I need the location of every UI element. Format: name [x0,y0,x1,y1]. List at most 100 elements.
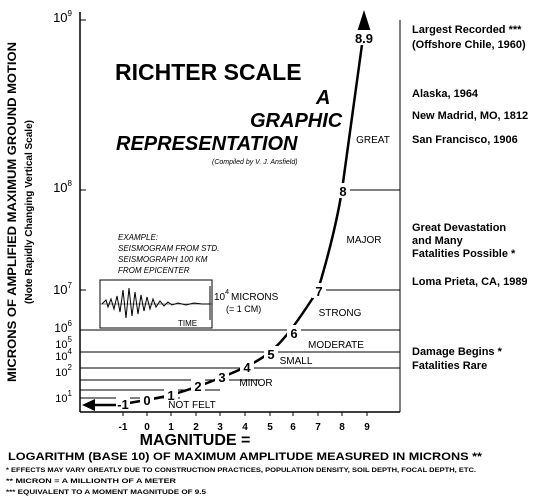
inset-text: EXAMPLE: [118,233,158,242]
y-tick-base: 10 [53,10,67,25]
curve-arrow-head [357,10,371,32]
y-tick-base: 10 [55,393,67,405]
event-label: New Madrid, MO, 1812 [412,110,528,122]
x-axis-title: MAGNITUDE = [140,432,251,449]
amp-base: 10 [214,292,226,303]
low-arrow-head [82,399,95,411]
y-tick-base: 10 [55,339,67,351]
curve-label-bg [116,396,130,411]
event-label: Alaska, 1964 [412,88,479,100]
y-tick-exp: 1 [68,389,73,398]
y-tick-exp: 7 [68,281,73,290]
footnote: ** MICRON = A MILLIONTH OF A METER [6,478,176,485]
event-label: Damage Begins * [412,346,503,358]
subtitle-graphic: GRAPHIC [250,110,343,132]
curve-label-bg [140,392,154,407]
amp-unit: MICRONS [231,292,279,303]
curve-label-bg [353,30,375,45]
y-tick-exp: 9 [68,9,73,18]
event-label: (Offshore Chile, 1960) [412,39,526,51]
curve-label: 5 [267,347,274,362]
seismogram-trace [101,287,210,319]
y-tick-label: 101 [55,389,72,405]
curve-label: 1 [167,388,174,403]
y-tick-label: 102 [55,363,72,379]
footnote: * EFFECTS MAY VARY GREATLY DUE TO CONSTR… [6,467,476,474]
y-tick-label: 107 [53,281,72,297]
band-label: MINOR [239,378,272,389]
x-tick-marks [122,412,368,416]
band-label: SMALL [280,356,313,367]
event-label: San Francisco, 1906 [412,134,518,146]
event-label: Largest Recorded *** [412,24,522,36]
curve-label: 7 [315,284,322,299]
y-tick-exp: 6 [68,319,73,328]
x-tick-label: 9 [364,422,370,433]
band-label: MAJOR [347,235,382,246]
event-label: and Many [412,235,464,247]
x-tick-label: 8 [339,422,345,433]
curve-label: 4 [243,360,251,375]
x-tick-label: 1 [168,422,174,433]
band-label: MODERATE [308,340,364,351]
x-tick-label: 4 [242,422,248,433]
x-tick-label: 5 [267,422,273,433]
curve-label-bg [336,183,350,198]
curve-label-bg [191,378,205,393]
curve-label: 8.9 [355,31,373,46]
x-tick-label: 3 [217,422,223,433]
credit: (Compiled by V. J. Ansfield) [212,159,298,166]
subtitle-a: A [315,87,330,109]
y-axis-note: (Note Rapidly Changing Vertical Scale) [24,120,35,304]
curve-label-bg [164,387,178,402]
y-tick-label: 108 [53,179,72,195]
y-tick-label: 106 [54,319,72,335]
curve-label: 3 [218,370,225,385]
band-label: GREAT [356,135,390,146]
y-tick-exp: 8 [68,179,73,188]
x-tick-label: 2 [193,422,199,433]
event-label: Fatalities Rare [412,360,487,372]
inset-time: TIME [178,319,197,328]
x-tick-label: 7 [315,422,321,433]
curve-label: -1 [117,397,129,412]
curve-label-bg [215,369,229,384]
curve-label: 6 [290,326,297,341]
y-tick-label: 109 [53,9,72,25]
y-tick-base: 10 [55,351,67,363]
curve-label-bg [240,359,254,374]
y-tick-base: 10 [54,321,68,335]
amp-exp: 4 [225,289,229,296]
curve-label-bg [264,346,278,361]
inset-amplitude: 104 MICRONS [214,289,279,303]
y-tick-base: 10 [55,367,67,379]
subtitle-representation: REPRESENTATION [116,133,298,155]
y-tick-label: 104 [55,347,72,363]
y-tick-exp: 2 [68,363,73,372]
event-label: Fatalities Possible * [412,248,516,260]
y-tick-exp: 4 [68,347,73,356]
x-tick-label: 6 [290,422,296,433]
event-label: Loma Prieta, CA, 1989 [412,276,528,288]
curve-label: 2 [194,379,201,394]
inset-text: SEISMOGRAPH 100 KM [118,255,208,264]
inset-equiv: (= 1 CM) [226,304,261,314]
y-tick-label: 105 [55,335,72,351]
x-tick-label: -1 [119,422,128,433]
band-label: STRONG [319,308,362,319]
inset-text: SEISMOGRAM FROM STD. [118,244,219,253]
curve-label: 8 [339,184,346,199]
x-axis-subtitle: LOGARITHM (BASE 10) OF MAXIMUM AMPLITUDE… [8,451,483,463]
event-label: Great Devastation [412,222,506,234]
curve-label-bg [287,325,301,340]
y-axis-title: MICRONS OF AMPLIFIED MAXIMUM GROUND MOTI… [5,42,19,382]
y-tick-base: 10 [53,180,67,195]
inset-text: FROM EPICENTER [118,266,190,275]
curve-label: 0 [143,393,150,408]
x-tick-label: 0 [144,422,150,433]
curve-label-bg [312,283,326,298]
band-label: NOT FELT [168,400,215,411]
footnote: *** EQUIVALENT TO A MOMENT MAGNITUDE OF … [6,489,206,496]
y-tick-base: 10 [53,282,67,297]
